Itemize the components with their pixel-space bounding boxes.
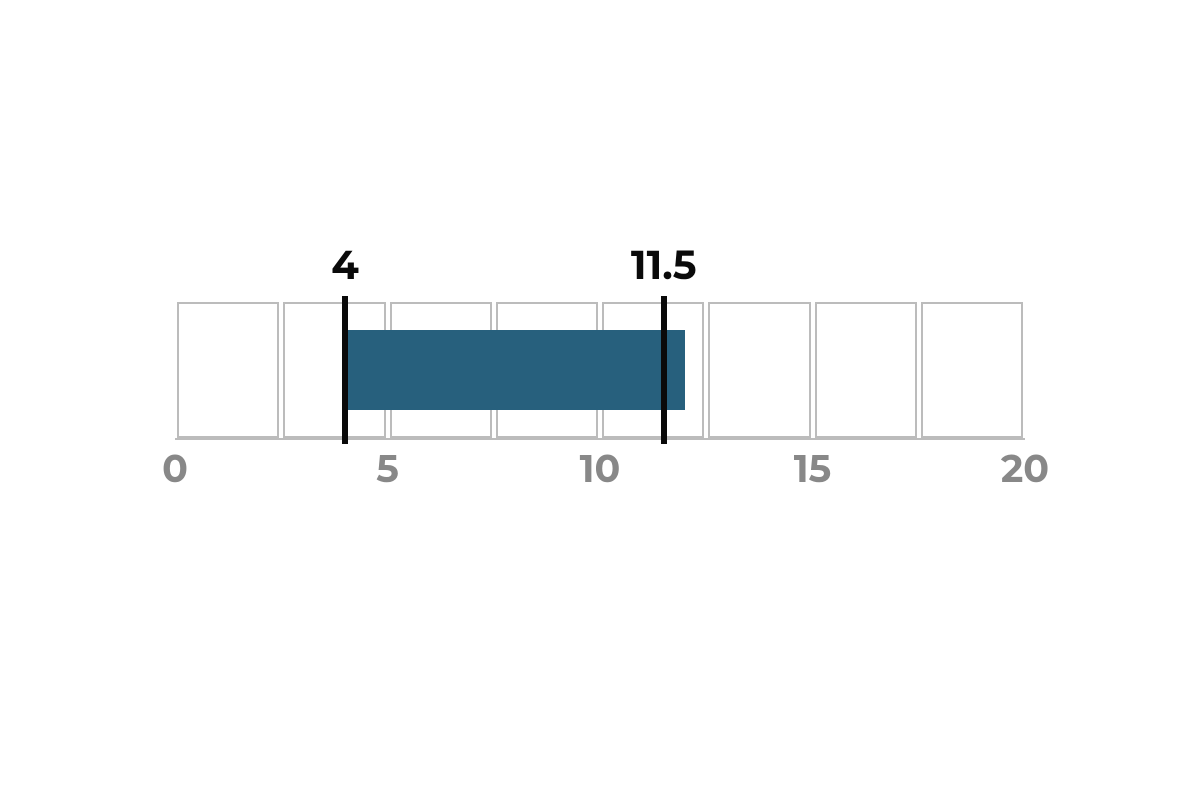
chart-track: 411.505101520 — [175, 302, 1025, 440]
axis-tick-label: 0 — [162, 450, 188, 488]
marker-low — [342, 296, 348, 444]
marker-high — [661, 296, 667, 444]
grid-cell — [921, 302, 1023, 438]
grid-cell — [708, 302, 810, 438]
axis-tick-label: 15 — [794, 450, 832, 488]
axis-tick-label: 20 — [1001, 450, 1049, 488]
grid-cell — [177, 302, 279, 438]
marker-low-label: 4 — [331, 246, 359, 286]
marker-high-label: 11.5 — [631, 246, 697, 286]
axis-tick-label: 5 — [376, 450, 399, 488]
range-chart: 411.505101520 — [175, 302, 1025, 440]
range-bar — [345, 330, 685, 410]
grid-cell — [815, 302, 917, 438]
axis-tick-label: 10 — [580, 450, 621, 488]
